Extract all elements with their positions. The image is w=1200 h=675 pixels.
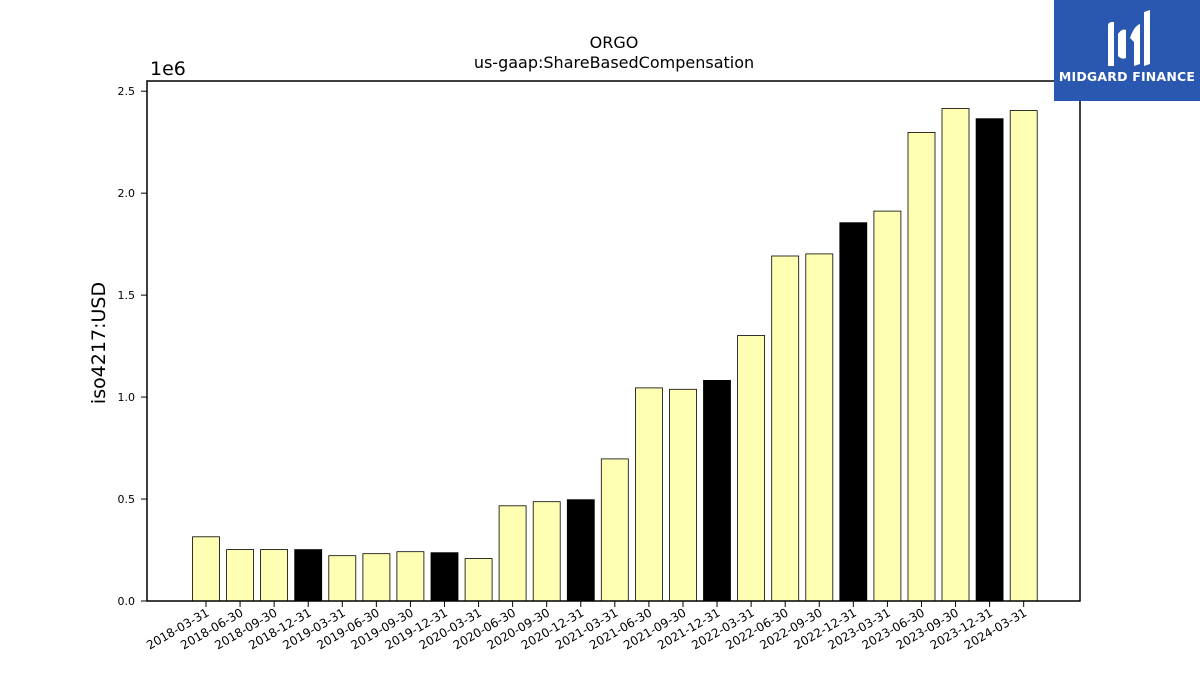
y-tick-label: 2.5: [118, 85, 136, 98]
midgard-finance-logo: MIDGARD FINANCE: [1054, 0, 1200, 101]
bar-2023-12-31: [975, 118, 1004, 602]
bar-2022-06-30: [771, 255, 800, 602]
bar-2018-09-30: [260, 549, 289, 602]
logo-text: MIDGARD FINANCE: [1058, 69, 1196, 84]
y-scale-label: 1e6: [150, 58, 186, 80]
bar-2021-09-30: [669, 388, 697, 602]
bar-2018-03-31: [192, 536, 220, 602]
bar-2023-03-31: [873, 210, 902, 602]
bar-2023-09-30: [941, 108, 970, 602]
bar-2021-12-31: [703, 379, 731, 602]
bar-2018-06-30: [226, 549, 255, 602]
bar-2019-12-31: [430, 552, 459, 602]
y-axis-label: iso4217:USD: [88, 282, 110, 404]
bar-2021-06-30: [635, 387, 663, 602]
x-axis: 2018-03-312018-06-302018-09-302018-12-31…: [144, 601, 1029, 652]
chart-title: ORGO: [590, 33, 639, 52]
y-axis: 0.0 0.5 1.0 1.5 2.0 2.5: [118, 85, 147, 608]
bar-2019-06-30: [362, 553, 391, 602]
bar-2020-12-31: [566, 499, 595, 602]
bar-2018-12-31: [294, 549, 323, 602]
y-tick-label: 1.5: [118, 289, 136, 302]
y-tick-label: 1.0: [118, 391, 136, 404]
bar-2019-03-31: [328, 555, 357, 602]
midgard-logo-icon: [1108, 10, 1150, 66]
bar-2021-03-31: [600, 458, 629, 602]
y-tick-label: 2.0: [118, 187, 136, 200]
bars-group: [192, 108, 1038, 602]
chart-subtitle: us-gaap:ShareBasedCompensation: [474, 53, 754, 72]
bar-2024-03-31: [1009, 110, 1038, 602]
bar-2022-03-31: [737, 335, 765, 602]
bar-2019-09-30: [396, 551, 425, 602]
bar-2020-03-31: [464, 558, 493, 602]
bar-2022-12-31: [839, 222, 868, 602]
y-tick-label: 0.0: [118, 595, 136, 608]
bar-2022-09-30: [805, 253, 834, 602]
plot-frame: [146, 80, 1081, 602]
y-tick-label: 0.5: [118, 493, 136, 506]
bar-2020-06-30: [498, 505, 527, 602]
bar-2023-06-30: [907, 131, 936, 602]
bar-2020-09-30: [532, 501, 561, 602]
